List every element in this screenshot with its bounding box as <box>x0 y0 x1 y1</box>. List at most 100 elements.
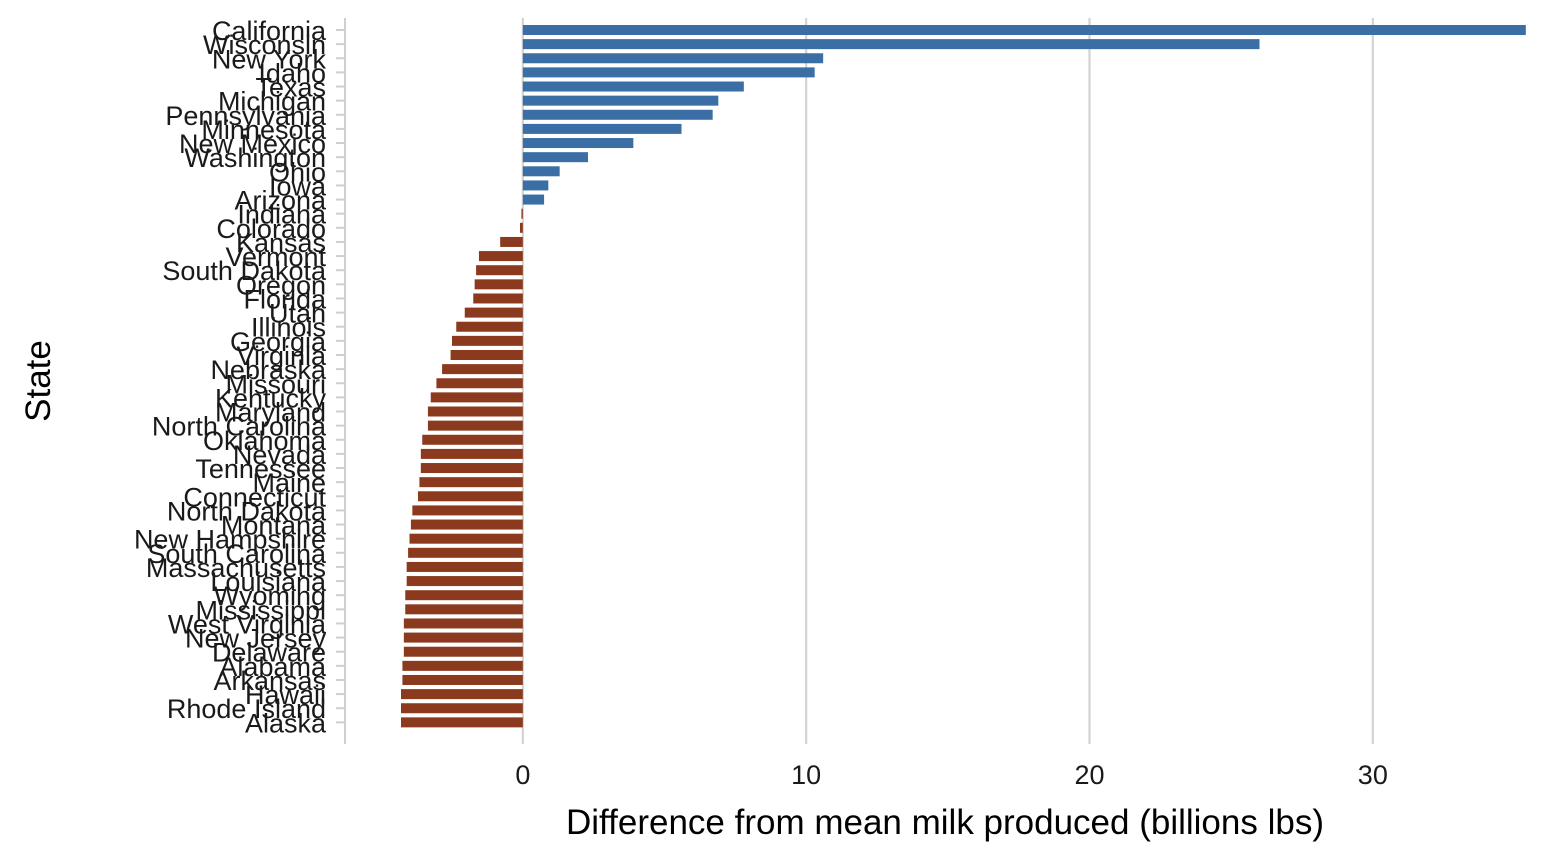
x-tick-label: 10 <box>791 760 821 790</box>
bar-virginia <box>450 349 523 360</box>
bar-connecticut <box>418 491 523 502</box>
y-tick-label: New Jersey <box>185 624 327 654</box>
bar-illinois <box>456 321 523 332</box>
y-tick-label: Texas <box>255 73 326 103</box>
bar-nebraska <box>442 364 523 375</box>
y-tick-label: South Carolina <box>147 539 327 569</box>
bar-florida <box>473 293 523 304</box>
y-tick-label: Washington <box>184 143 326 173</box>
y-tick-label: Rhode Island <box>167 694 326 724</box>
bar-louisiana <box>406 576 523 587</box>
x-tick-label: 20 <box>1074 760 1104 790</box>
y-tick-label: Minnesota <box>201 115 327 145</box>
y-tick-label: Wyoming <box>214 581 326 611</box>
y-tick-label: North Carolina <box>152 412 327 442</box>
y-tick-label: Connecticut <box>183 482 326 512</box>
y-tick-label: Vermont <box>225 242 326 272</box>
bar-michigan <box>522 95 719 106</box>
bar-missouri <box>436 378 523 389</box>
y-tick-label: Hawaii <box>245 680 326 710</box>
bar-washington <box>522 152 588 163</box>
bar-georgia <box>452 335 523 346</box>
bar-maine <box>419 477 523 488</box>
y-tick-label: Colorado <box>216 214 326 244</box>
y-tick-label: Wisconsin <box>203 30 326 60</box>
y-tick-label: North Dakota <box>167 496 327 526</box>
bar-west-virginia <box>403 618 523 629</box>
y-tick-label: Maine <box>252 468 326 498</box>
bar-kansas <box>500 236 523 247</box>
x-axis-title: Difference from mean milk produced (bill… <box>566 803 1324 842</box>
bar-california <box>522 25 1526 35</box>
y-tick-label: Tennessee <box>195 454 326 484</box>
bar-ohio <box>522 166 560 177</box>
bar-colorado <box>520 222 523 233</box>
y-tick-label: Mississippi <box>195 595 326 625</box>
y-tick-label: Missouri <box>225 369 326 399</box>
y-tick-label: Louisiana <box>210 567 327 597</box>
y-tick-label: New Mexico <box>179 129 326 159</box>
y-tick-label: Maryland <box>215 398 326 428</box>
y-tick-label: Michigan <box>218 87 326 117</box>
y-tick-label: Nebraska <box>210 355 327 385</box>
bar-mississippi <box>405 604 523 615</box>
bar-pennsylvania <box>522 109 713 120</box>
bar-montana <box>410 519 523 530</box>
bar-arizona <box>522 194 545 205</box>
bar-massachusetts <box>406 561 523 572</box>
bar-wisconsin <box>522 39 1260 50</box>
y-tick-label: Arkansas <box>213 666 326 696</box>
bar-new-york <box>522 53 824 64</box>
bar-north-dakota <box>412 505 523 516</box>
y-tick-label: Pennsylvania <box>165 101 327 131</box>
y-tick-label: Ohio <box>269 157 326 187</box>
bar-kentucky <box>430 392 523 403</box>
bar-tennessee <box>420 463 523 474</box>
bar-alabama <box>402 660 523 671</box>
bar-new-mexico <box>522 138 634 149</box>
bar-new-jersey <box>403 632 523 643</box>
x-axis: 0 10 20 30 <box>515 760 1388 790</box>
x-tick-label: 30 <box>1358 760 1388 790</box>
bar-indiana <box>521 208 523 219</box>
bar-north-carolina <box>427 420 523 431</box>
y-tick-label: Alaska <box>245 708 327 738</box>
bar-arkansas <box>402 674 523 685</box>
y-tick-label: Massachusetts <box>146 553 326 583</box>
y-tick-label: Alabama <box>219 652 327 682</box>
bar-new-hampshire <box>409 533 523 544</box>
bar-south-dakota <box>476 265 523 276</box>
y-tick-label: Utah <box>269 299 326 329</box>
bar-nevada <box>420 448 523 459</box>
y-tick-label: Virginia <box>236 341 327 371</box>
y-tick-label: Oregon <box>236 270 326 300</box>
bar-vermont <box>478 251 523 262</box>
y-tick-label: Oklahoma <box>203 426 327 456</box>
bar-hawaii <box>401 689 523 700</box>
y-tick-label: Kansas <box>236 228 326 258</box>
y-tick-label: New York <box>212 44 327 74</box>
y-tick-label: Montana <box>221 511 327 541</box>
bar-idaho <box>522 67 815 78</box>
y-tick-label: Idaho <box>258 58 326 88</box>
y-tick-label: Florida <box>243 284 327 314</box>
bar-rhode-island <box>401 703 523 714</box>
y-tick-label: California <box>212 16 327 46</box>
bars <box>401 25 1526 728</box>
y-tick-label: New Hampshire <box>134 525 326 555</box>
y-tick-label: West Virginia <box>168 609 327 639</box>
y-tick-label: Illinois <box>251 313 326 343</box>
bar-south-carolina <box>408 547 523 558</box>
y-tick-label: Iowa <box>269 171 327 201</box>
bar-oklahoma <box>422 434 523 445</box>
bar-iowa <box>522 180 549 191</box>
bar-minnesota <box>522 123 682 134</box>
bar-utah <box>464 307 523 318</box>
bar-oregon <box>474 279 523 290</box>
y-tick-label: Kentucky <box>215 383 327 413</box>
y-tick-label: Georgia <box>230 327 327 357</box>
y-tick-label: Delaware <box>212 638 326 668</box>
bar-maryland <box>427 406 523 417</box>
